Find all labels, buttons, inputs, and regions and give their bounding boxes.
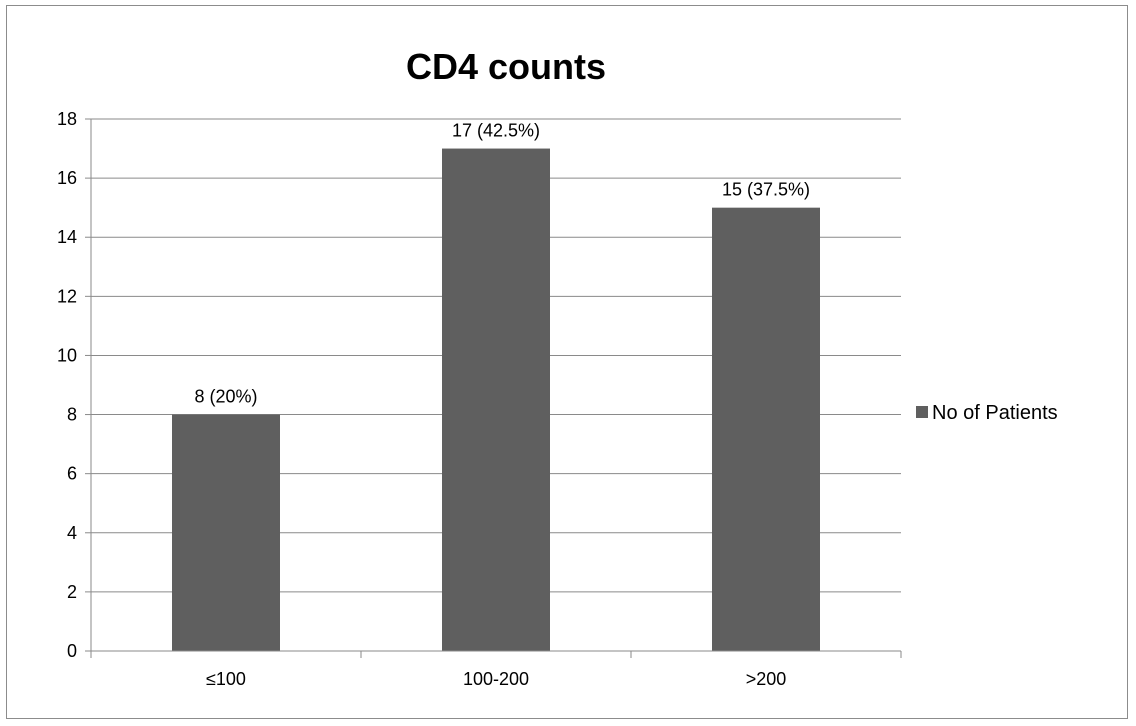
chart-title: CD4 counts — [406, 46, 606, 87]
x-tick-label: ≤100 — [206, 669, 246, 689]
bar-2 — [712, 207, 820, 651]
data-label: 8 (20%) — [194, 387, 257, 407]
y-tick-label: 12 — [57, 286, 77, 306]
legend-label: No of Patients — [932, 402, 1058, 424]
x-tick-label: >200 — [746, 669, 787, 689]
y-tick-labels: 0 2 4 6 8 10 12 14 16 18 — [57, 109, 77, 661]
y-tick-label: 16 — [57, 168, 77, 188]
y-tick-label: 2 — [67, 582, 77, 602]
x-tick-labels: ≤100 100-200 >200 — [206, 669, 786, 689]
y-tick-label: 10 — [57, 345, 77, 365]
y-tick-label: 6 — [67, 464, 77, 484]
y-tick-label: 0 — [67, 641, 77, 661]
bar-chart: CD4 counts 0 2 4 6 8 10 12 14 16 18 ≤100 100-200 >2… — [57, 46, 1058, 689]
data-label: 17 (42.5%) — [452, 121, 540, 141]
y-tick-label: 18 — [57, 109, 77, 129]
legend-swatch — [916, 406, 928, 418]
bars — [172, 148, 820, 652]
legend: No of Patients — [916, 402, 1058, 424]
y-tick-label: 8 — [67, 405, 77, 425]
bar-1 — [442, 148, 550, 652]
y-tick-label: 4 — [67, 523, 77, 543]
data-labels: 8 (20%) 17 (42.5%) 15 (37.5%) — [194, 121, 810, 407]
chart-frame: CD4 counts 0 2 4 6 8 10 12 14 16 18 ≤100 100-200 >2… — [6, 5, 1128, 719]
data-label: 15 (37.5%) — [722, 180, 810, 200]
y-tick-label: 14 — [57, 227, 77, 247]
x-tick-label: 100-200 — [463, 669, 529, 689]
bar-0 — [172, 414, 280, 651]
axes — [90, 119, 902, 658]
